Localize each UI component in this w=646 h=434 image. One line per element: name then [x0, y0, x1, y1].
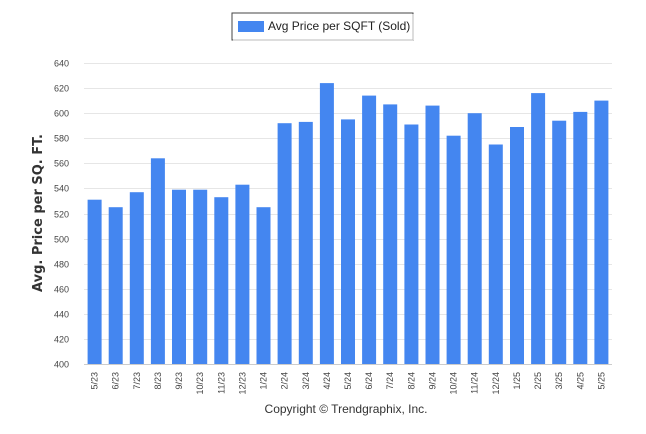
x-tick-label-6-23: 6/23: [111, 372, 121, 390]
x-tick-label-6-24: 6/24: [364, 372, 374, 390]
bar-11-23[interactable]: [214, 197, 229, 364]
y-axis-title: Avg. Price per SQ. FT.: [31, 134, 46, 292]
bars: [87, 83, 609, 365]
y-tick-label-640: 640: [54, 59, 69, 69]
bar-5-25[interactable]: [594, 100, 609, 364]
x-tick-label-9-23: 9/23: [174, 372, 184, 390]
y-tick-label-540: 540: [54, 184, 69, 194]
y-tick-label-580: 580: [54, 134, 69, 144]
x-tick-label-11-23: 11/23: [216, 372, 226, 394]
legend-label: Avg Price per SQFT (Sold): [268, 19, 410, 33]
bar-1-24[interactable]: [256, 207, 271, 364]
y-tick-label-400: 400: [54, 360, 69, 370]
bar-11-24[interactable]: [467, 113, 482, 364]
bar-5-23[interactable]: [87, 199, 102, 364]
x-tick-label-2-24: 2/24: [280, 372, 290, 390]
legend-swatch: [238, 21, 264, 32]
bar-10-23[interactable]: [193, 189, 208, 364]
x-tick-label-8-23: 8/23: [153, 372, 163, 390]
x-tick-label-7-24: 7/24: [385, 372, 395, 390]
bar-8-23[interactable]: [150, 158, 165, 364]
bar-7-24[interactable]: [383, 104, 398, 365]
x-tick-label-5-24: 5/24: [343, 372, 353, 390]
y-tick-label-480: 480: [54, 260, 69, 270]
bar-2-25[interactable]: [531, 93, 546, 364]
legend[interactable]: Avg Price per SQFT (Sold): [231, 12, 414, 41]
bar-7-23[interactable]: [129, 192, 144, 364]
bar-4-25[interactable]: [573, 111, 588, 365]
x-tick-label-10-23: 10/23: [195, 372, 205, 395]
x-tick-label-2-25: 2/25: [533, 372, 543, 390]
bar-2-24[interactable]: [277, 123, 292, 364]
x-tick-label-9-24: 9/24: [428, 372, 438, 390]
x-tick-label-3-24: 3/24: [301, 372, 311, 390]
x-tick-label-11-24: 11/24: [470, 372, 480, 394]
bar-10-24[interactable]: [446, 135, 461, 364]
x-tick-label-12-24: 12/24: [491, 372, 501, 395]
y-tick-label-500: 500: [54, 235, 69, 245]
bar-1-25[interactable]: [510, 127, 524, 364]
x-tick-label-3-25: 3/25: [554, 372, 564, 390]
bar-4-24[interactable]: [319, 83, 334, 364]
y-tick-label-600: 600: [54, 109, 69, 119]
bar-3-25[interactable]: [552, 120, 567, 364]
y-tick-label-520: 520: [54, 210, 69, 220]
y-tick-labels: 400 420 440 460 480 500 520 540 560 580 600 620 640: [54, 59, 69, 370]
x-tick-label-1-25: 1/25: [512, 372, 522, 390]
bar-3-24[interactable]: [298, 121, 313, 365]
x-tick-label-12-23: 12/23: [237, 372, 247, 395]
bar-12-23[interactable]: [235, 184, 250, 364]
x-tick-label-4-25: 4/25: [575, 372, 585, 390]
bar-9-23[interactable]: [172, 189, 186, 364]
y-tick-label-440: 440: [54, 310, 69, 320]
x-tick-labels: 5/23 6/23 7/23 8/23 9/23 10/23 11/23 12/23 1/24 2…: [90, 372, 607, 395]
bar-6-23[interactable]: [108, 207, 123, 364]
y-tick-label-560: 560: [54, 159, 69, 169]
bar-9-24[interactable]: [425, 105, 440, 364]
x-tick-label-8-24: 8/24: [406, 372, 416, 390]
x-tick-label-10-24: 10/24: [449, 372, 459, 395]
x-tick-label-5-25: 5/25: [596, 372, 606, 390]
x-tick-label-5-23: 5/23: [90, 372, 100, 390]
bar-5-24[interactable]: [341, 119, 355, 365]
x-tick-label-4-24: 4/24: [322, 372, 332, 390]
bar-12-24[interactable]: [488, 144, 503, 365]
bar-8-24[interactable]: [404, 124, 419, 365]
y-tick-label-460: 460: [54, 285, 69, 295]
y-tick-label-420: 420: [54, 335, 69, 345]
bar-6-24[interactable]: [362, 95, 377, 364]
x-tick-label-1-24: 1/24: [259, 372, 269, 390]
y-tick-label-620: 620: [54, 84, 69, 94]
x-tick-label-7-23: 7/23: [132, 372, 142, 390]
copyright-text: Copyright © Trendgraphix, Inc.: [265, 402, 428, 416]
